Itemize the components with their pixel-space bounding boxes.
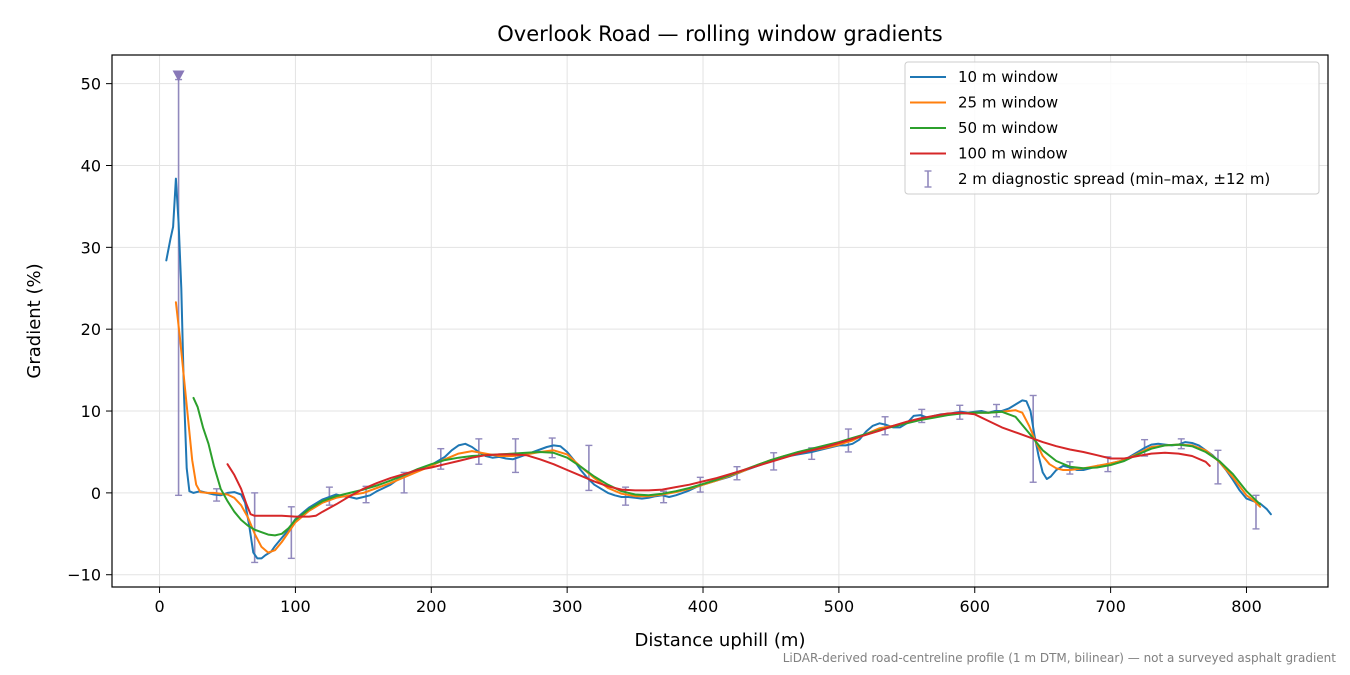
- plot-area-frame: [111, 54, 1329, 588]
- error-bar: [548, 437, 556, 459]
- x-tick-label: 700: [1095, 597, 1126, 616]
- error-bar: [251, 492, 259, 564]
- y-axis-label: Gradient (%): [24, 263, 45, 378]
- y-tick-label: −10: [67, 566, 101, 585]
- x-tick-label: 200: [416, 597, 447, 616]
- y-axis-ticks: −10 0 10 20 30 40 50: [67, 75, 112, 585]
- y-tick-label: 0: [91, 484, 101, 503]
- error-bar: [1214, 449, 1222, 485]
- x-tick-label: 0: [154, 597, 164, 616]
- series-line-2: [174, 301, 1262, 554]
- error-bars: [172, 70, 1260, 564]
- series-line-1: [165, 177, 1272, 560]
- y-tick-label: 10: [81, 402, 101, 421]
- legend-item: 100 m window: [910, 145, 1068, 163]
- y-tick-label: 30: [81, 238, 101, 257]
- x-axis-label: Distance uphill (m): [635, 630, 806, 651]
- series-line-4: [226, 411, 1211, 518]
- legend-frame: [904, 61, 1320, 195]
- series-line-3: [192, 396, 1262, 537]
- legend-label: 100 m window: [958, 145, 1068, 163]
- legend-item: 2 m diagnostic spread (min–max, ±12 m): [924, 170, 1270, 188]
- x-tick-label: 300: [552, 597, 583, 616]
- x-tick-label: 500: [824, 597, 855, 616]
- y-tick-label: 20: [81, 320, 101, 339]
- legend-item: 50 m window: [910, 119, 1058, 137]
- legend-label: 2 m diagnostic spread (min–max, ±12 m): [958, 170, 1270, 188]
- legend-item: 10 m window: [910, 68, 1058, 86]
- series-lines: [165, 177, 1272, 560]
- legend-label: 10 m window: [958, 68, 1058, 86]
- clipped-value-marker: [172, 70, 185, 82]
- legend-item: 25 m window: [910, 94, 1058, 112]
- x-tick-label: 400: [688, 597, 719, 616]
- x-axis-ticks: 0 100 200 300 400 500 600 700 800: [154, 587, 1262, 616]
- y-tick-label: 40: [81, 156, 101, 175]
- error-bar: [881, 416, 889, 436]
- error-bar: [585, 444, 593, 492]
- legend: 10 m window 25 m window 50 m window 100 m w…: [904, 61, 1320, 195]
- chart-title: Overlook Road — rolling window gradients: [497, 22, 943, 46]
- x-tick-label: 100: [280, 597, 311, 616]
- legend-label: 50 m window: [958, 119, 1058, 137]
- x-tick-label: 600: [959, 597, 990, 616]
- grid: [112, 55, 1328, 587]
- source-footnote: LiDAR-derived road-centreline profile (1…: [782, 651, 1336, 665]
- y-tick-label: 50: [81, 75, 101, 94]
- legend-label: 25 m window: [958, 94, 1058, 112]
- x-tick-label: 800: [1231, 597, 1262, 616]
